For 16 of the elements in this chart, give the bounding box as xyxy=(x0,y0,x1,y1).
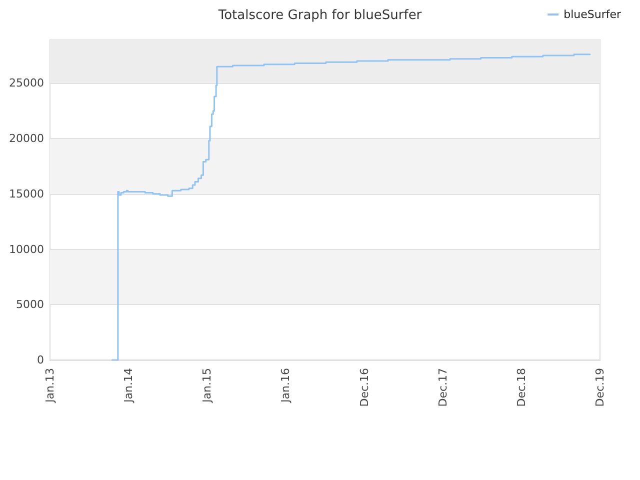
x-tick-label: Jan.14 xyxy=(122,368,136,404)
y-tick-label: 5000 xyxy=(16,298,44,312)
x-tick-label: Jan.13 xyxy=(44,368,56,404)
x-tick-label: Jan.16 xyxy=(279,368,292,404)
x-tick-label: Dec.18 xyxy=(514,368,528,407)
y-tick-label: 20000 xyxy=(9,132,44,146)
x-tick-label: Jan.15 xyxy=(200,368,214,404)
y-tick-label: 10000 xyxy=(9,242,44,256)
y-tick-label: 25000 xyxy=(9,76,44,90)
legend-label: blueSurfer xyxy=(564,8,622,21)
y-tick-label: 0 xyxy=(37,354,44,366)
chart-title: Totalscore Graph for blueSurfer xyxy=(217,8,422,23)
y-tick-label: 15000 xyxy=(9,187,44,200)
x-tick-label: Dec.16 xyxy=(358,368,371,407)
x-tick-label: Dec.19 xyxy=(594,368,606,407)
x-tick-label: Dec.17 xyxy=(436,368,450,407)
